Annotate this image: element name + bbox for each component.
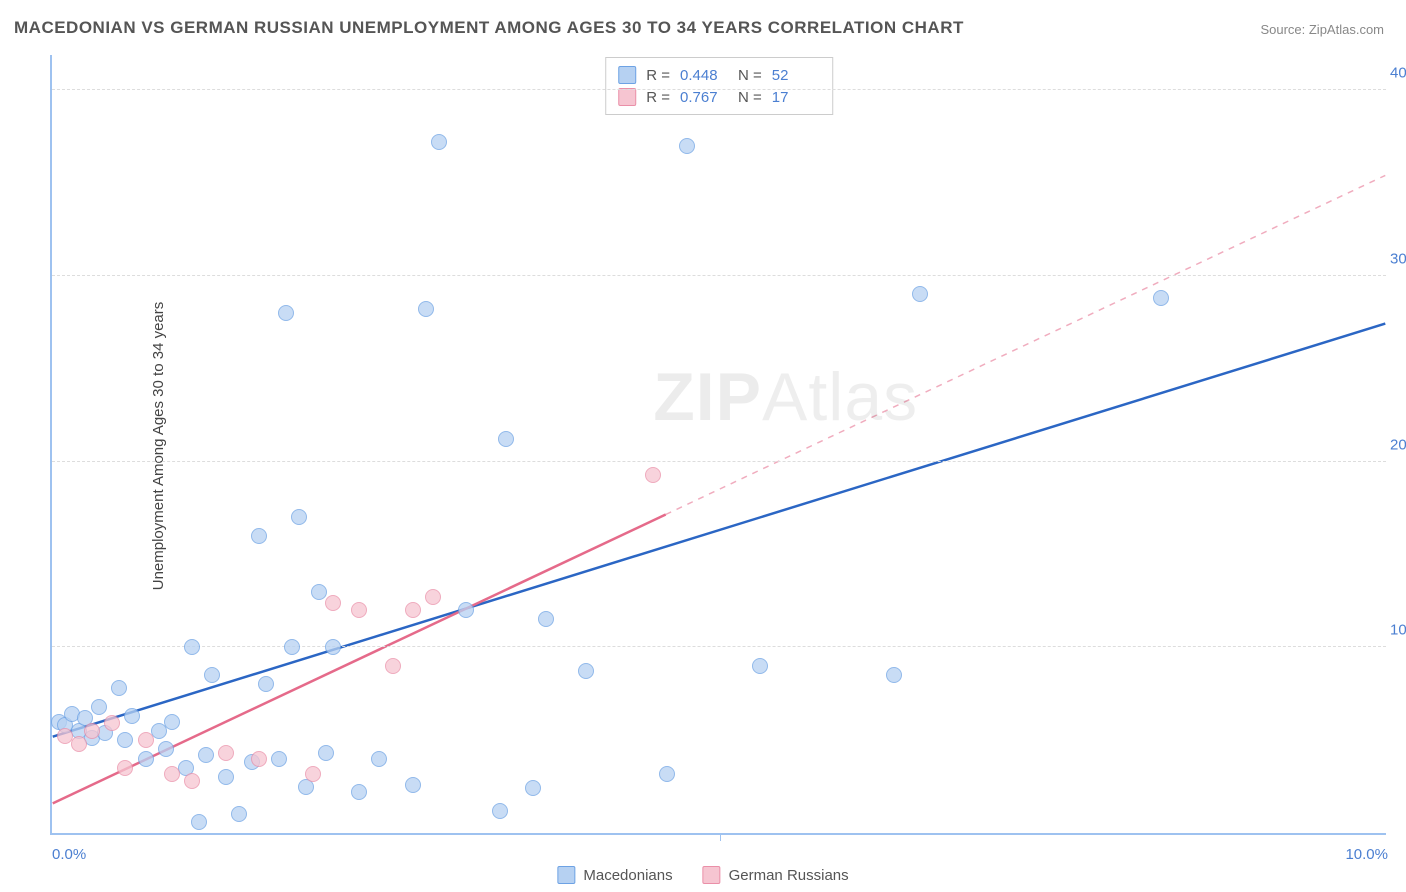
- n-value: 52: [772, 67, 820, 84]
- data-point: [91, 699, 107, 715]
- data-point: [271, 751, 287, 767]
- data-point: [218, 769, 234, 785]
- r-label: R =: [646, 67, 670, 84]
- data-point: [305, 766, 321, 782]
- data-point: [184, 639, 200, 655]
- data-point: [645, 467, 661, 483]
- statbox-row: R = 0.448 N = 52: [618, 64, 820, 86]
- legend-swatch: [618, 88, 636, 106]
- r-value: 0.448: [680, 67, 728, 84]
- data-point: [498, 431, 514, 447]
- data-point: [1153, 290, 1169, 306]
- data-point: [492, 803, 508, 819]
- data-point: [84, 723, 100, 739]
- data-point: [124, 708, 140, 724]
- data-point: [325, 639, 341, 655]
- gridline: [52, 461, 1386, 462]
- data-point: [351, 784, 367, 800]
- gridline: [52, 89, 1386, 90]
- data-point: [679, 138, 695, 154]
- data-point: [325, 595, 341, 611]
- data-point: [231, 806, 247, 822]
- gridline: [52, 275, 1386, 276]
- y-tick-label: 40.0%: [1378, 65, 1406, 82]
- data-point: [405, 777, 421, 793]
- data-point: [458, 602, 474, 618]
- legend-label: German Russians: [729, 867, 849, 884]
- data-point: [318, 745, 334, 761]
- data-point: [138, 751, 154, 767]
- data-point: [578, 663, 594, 679]
- r-value: 0.767: [680, 89, 728, 106]
- data-point: [164, 766, 180, 782]
- data-point: [278, 305, 294, 321]
- data-point: [425, 589, 441, 605]
- legend-item: Macedonians: [557, 866, 672, 884]
- data-point: [71, 736, 87, 752]
- data-point: [912, 286, 928, 302]
- y-tick-label: 20.0%: [1378, 436, 1406, 453]
- data-point: [117, 760, 133, 776]
- data-point: [164, 714, 180, 730]
- legend-swatch: [557, 866, 575, 884]
- x-tick-label: 10.0%: [1345, 846, 1388, 863]
- data-point: [138, 732, 154, 748]
- legend-label: Macedonians: [583, 867, 672, 884]
- x-tick-label: 0.0%: [52, 846, 86, 863]
- data-point: [284, 639, 300, 655]
- n-label: N =: [738, 67, 762, 84]
- scatter-plot: R =0.448N =52R =0.767N =17 ZIPAtlas 10.0…: [50, 55, 1386, 835]
- bottom-legend: Macedonians German Russians: [557, 866, 848, 884]
- data-point: [198, 747, 214, 763]
- data-point: [752, 658, 768, 674]
- y-tick-label: 30.0%: [1378, 250, 1406, 267]
- data-point: [525, 780, 541, 796]
- legend-swatch: [703, 866, 721, 884]
- r-label: R =: [646, 89, 670, 106]
- data-point: [184, 773, 200, 789]
- data-point: [659, 766, 675, 782]
- data-point: [371, 751, 387, 767]
- data-point: [886, 667, 902, 683]
- data-point: [191, 814, 207, 830]
- data-point: [111, 680, 127, 696]
- data-point: [104, 715, 120, 731]
- watermark: ZIPAtlas: [653, 358, 918, 436]
- data-point: [251, 751, 267, 767]
- data-point: [385, 658, 401, 674]
- data-point: [418, 301, 434, 317]
- data-point: [251, 528, 267, 544]
- data-point: [158, 741, 174, 757]
- data-point: [117, 732, 133, 748]
- data-point: [258, 676, 274, 692]
- legend-swatch: [618, 66, 636, 84]
- chart-title: MACEDONIAN VS GERMAN RUSSIAN UNEMPLOYMEN…: [14, 18, 964, 38]
- data-point: [204, 667, 220, 683]
- data-point: [351, 602, 367, 618]
- gridline: [52, 646, 1386, 647]
- data-point: [538, 611, 554, 627]
- source-label: Source: ZipAtlas.com: [1260, 22, 1384, 37]
- data-point: [218, 745, 234, 761]
- y-tick-label: 10.0%: [1378, 622, 1406, 639]
- data-point: [405, 602, 421, 618]
- data-point: [431, 134, 447, 150]
- data-point: [311, 584, 327, 600]
- legend-item: German Russians: [703, 866, 849, 884]
- stats-legend-box: R = 0.448 N = 52 R = 0.767 N = 17: [605, 57, 833, 115]
- trend-lines-layer: [52, 55, 1386, 833]
- n-value: 17: [772, 89, 820, 106]
- x-tick: [720, 833, 721, 841]
- n-label: N =: [738, 89, 762, 106]
- data-point: [291, 509, 307, 525]
